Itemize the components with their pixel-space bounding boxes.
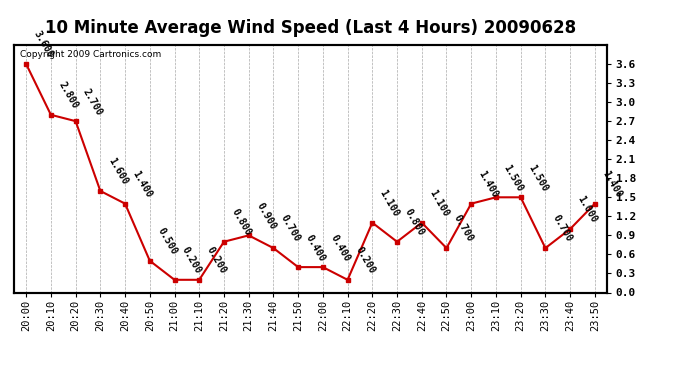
Text: 0.200: 0.200 xyxy=(205,245,228,276)
Text: Copyright 2009 Cartronics.com: Copyright 2009 Cartronics.com xyxy=(20,50,161,59)
Text: 2.800: 2.800 xyxy=(57,80,80,111)
Text: 1.500: 1.500 xyxy=(502,163,525,193)
Text: 1.100: 1.100 xyxy=(427,188,451,219)
Text: 1.400: 1.400 xyxy=(477,169,500,200)
Text: 0.700: 0.700 xyxy=(279,213,302,244)
Text: 2.700: 2.700 xyxy=(81,87,104,117)
Text: 1.600: 1.600 xyxy=(106,156,129,187)
Text: 0.900: 0.900 xyxy=(254,201,277,231)
Text: 1.000: 1.000 xyxy=(575,194,599,225)
Text: 0.700: 0.700 xyxy=(551,213,574,244)
Text: 0.700: 0.700 xyxy=(452,213,475,244)
Text: 1.400: 1.400 xyxy=(600,169,624,200)
Text: 10 Minute Average Wind Speed (Last 4 Hours) 20090628: 10 Minute Average Wind Speed (Last 4 Hou… xyxy=(45,19,576,37)
Text: 0.400: 0.400 xyxy=(304,232,327,263)
Text: 0.200: 0.200 xyxy=(353,245,377,276)
Text: 0.800: 0.800 xyxy=(402,207,426,238)
Text: 0.200: 0.200 xyxy=(180,245,204,276)
Text: 0.500: 0.500 xyxy=(155,226,179,256)
Text: 1.100: 1.100 xyxy=(378,188,401,219)
Text: 1.500: 1.500 xyxy=(526,163,549,193)
Text: 1.400: 1.400 xyxy=(130,169,154,200)
Text: 0.400: 0.400 xyxy=(328,232,352,263)
Text: 0.800: 0.800 xyxy=(230,207,253,238)
Text: 3.600: 3.600 xyxy=(32,29,55,60)
